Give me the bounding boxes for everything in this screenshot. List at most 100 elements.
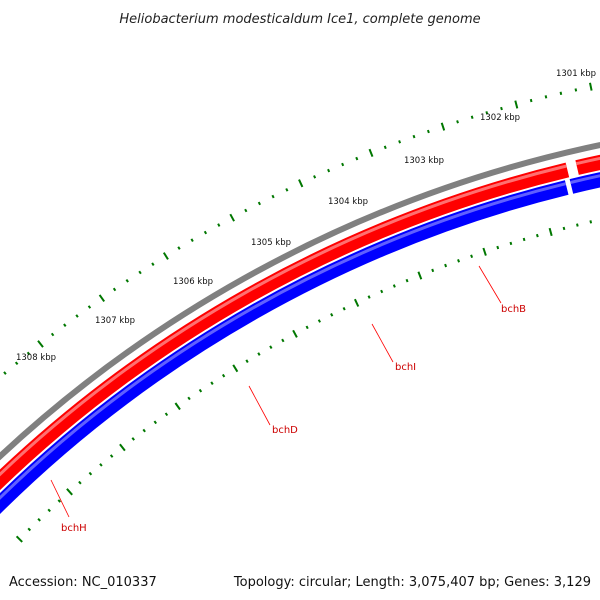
inner-tick-marks xyxy=(15,220,593,543)
ticks-inner-38 xyxy=(457,259,461,263)
ticks-inner-30 xyxy=(353,298,360,307)
kbp-label-1306: 1306 kbp xyxy=(173,277,213,287)
kbp-label-1301: 1301 kbp xyxy=(556,69,596,79)
ticks-inner-31 xyxy=(367,295,371,299)
ticks-inner-2 xyxy=(37,518,41,522)
ticks-outer-9 xyxy=(26,351,31,356)
ticks-inner-36 xyxy=(431,268,435,273)
ticks-inner-14 xyxy=(164,412,169,417)
ticks-outer-28 xyxy=(271,194,275,199)
ticks-inner-33 xyxy=(392,284,396,288)
ticks-outer-22 xyxy=(190,238,194,242)
gene-label-bchH: bchH xyxy=(61,523,87,534)
kbp-label-1307: 1307 kbp xyxy=(95,316,135,326)
ticks-inner-18 xyxy=(210,381,214,385)
ticks-inner-29 xyxy=(342,306,346,311)
kbp-label-1303: 1303 kbp xyxy=(404,156,444,166)
ticks-inner-1 xyxy=(27,527,32,532)
ticks-inner-24 xyxy=(281,338,285,343)
ticks-inner-16 xyxy=(187,396,191,401)
ticks-outer-41 xyxy=(456,120,459,124)
ticks-outer-17 xyxy=(125,279,129,283)
ticks-inner-41 xyxy=(496,245,500,250)
ticks-inner-0 xyxy=(15,535,23,543)
ticks-outer-46 xyxy=(529,98,533,103)
ticks-outer-18 xyxy=(138,270,142,275)
ticks-inner-3 xyxy=(47,508,51,513)
ticks-inner-17 xyxy=(198,388,203,393)
forward-gene-highlight-1 xyxy=(575,156,600,166)
gene-label-bchD: bchD xyxy=(272,425,298,436)
forward-gene-0 xyxy=(0,162,570,491)
genome-summary-text: Topology: circular; Length: 3,075,407 bp… xyxy=(233,575,591,590)
ticks-outer-16 xyxy=(112,287,117,292)
ticks-inner-23 xyxy=(269,345,273,349)
ticks-inner-13 xyxy=(153,420,158,425)
ticks-inner-45 xyxy=(548,227,553,237)
ticks-outer-12 xyxy=(63,323,67,327)
ticks-outer-29 xyxy=(285,188,289,192)
reverse-strand-track xyxy=(0,172,600,515)
outer-tick-marks xyxy=(3,82,593,375)
ticks-outer-27 xyxy=(257,201,261,206)
ticks-outer-33 xyxy=(341,162,345,167)
ticks-inner-40 xyxy=(482,247,487,256)
ticks-outer-49 xyxy=(574,88,578,92)
ticks-inner-7 xyxy=(88,471,93,476)
ticks-inner-21 xyxy=(245,359,249,363)
ticks-inner-28 xyxy=(330,313,334,317)
ticks-inner-25 xyxy=(292,329,298,338)
ticks-outer-36 xyxy=(383,145,387,150)
forward-strand-track xyxy=(0,154,600,491)
ticks-outer-37 xyxy=(398,140,402,144)
leader-line-bchB xyxy=(478,265,502,304)
ticks-outer-15 xyxy=(98,294,106,302)
ticks-inner-47 xyxy=(576,223,579,227)
ticks-inner-35 xyxy=(417,271,423,280)
ticks-inner-48 xyxy=(589,220,593,224)
ticks-outer-20 xyxy=(162,252,169,260)
ticks-inner-22 xyxy=(257,352,261,356)
ticks-inner-43 xyxy=(522,237,526,242)
forward-gene-highlight-0 xyxy=(0,164,567,477)
ticks-inner-34 xyxy=(405,278,409,283)
ticks-outer-30 xyxy=(298,179,304,188)
ticks-inner-8 xyxy=(99,463,103,467)
gene-label-bchB: bchB xyxy=(501,304,526,315)
ticks-inner-6 xyxy=(78,480,82,485)
ticks-outer-45 xyxy=(514,100,519,109)
ticks-outer-19 xyxy=(151,262,155,266)
kbp-label-1304: 1304 kbp xyxy=(328,197,368,207)
ticks-inner-46 xyxy=(562,226,566,231)
ticks-outer-7 xyxy=(3,371,7,375)
reverse-gene-highlight-0 xyxy=(0,182,567,501)
kbp-label-1308: 1308 kbp xyxy=(16,353,56,363)
leader-line-bchH xyxy=(50,479,70,518)
ticks-outer-11 xyxy=(50,332,55,337)
accession-text: Accession: NC_010337 xyxy=(9,575,157,590)
ticks-inner-9 xyxy=(109,454,114,458)
ticks-outer-26 xyxy=(244,208,248,213)
ticks-outer-21 xyxy=(177,246,181,250)
ticks-inner-27 xyxy=(317,319,321,323)
kbp-label-1302: 1302 kbp xyxy=(480,113,520,123)
ticks-inner-39 xyxy=(470,254,474,259)
genome-backbone xyxy=(0,142,600,461)
ticks-outer-14 xyxy=(87,305,92,309)
ticks-inner-10 xyxy=(119,443,126,452)
ticks-outer-35 xyxy=(368,148,374,157)
ticks-outer-25 xyxy=(229,213,235,222)
ticks-outer-23 xyxy=(203,230,208,235)
reverse-gene-0 xyxy=(0,180,569,515)
ticks-inner-5 xyxy=(66,488,73,496)
ticks-outer-40 xyxy=(440,122,446,131)
ticks-outer-34 xyxy=(355,156,359,161)
ticks-outer-8 xyxy=(14,361,19,366)
ticks-inner-11 xyxy=(131,437,135,441)
ticks-inner-42 xyxy=(509,241,513,246)
ticks-outer-32 xyxy=(327,168,331,173)
ticks-outer-42 xyxy=(470,115,474,119)
ticks-inner-19 xyxy=(221,373,226,378)
